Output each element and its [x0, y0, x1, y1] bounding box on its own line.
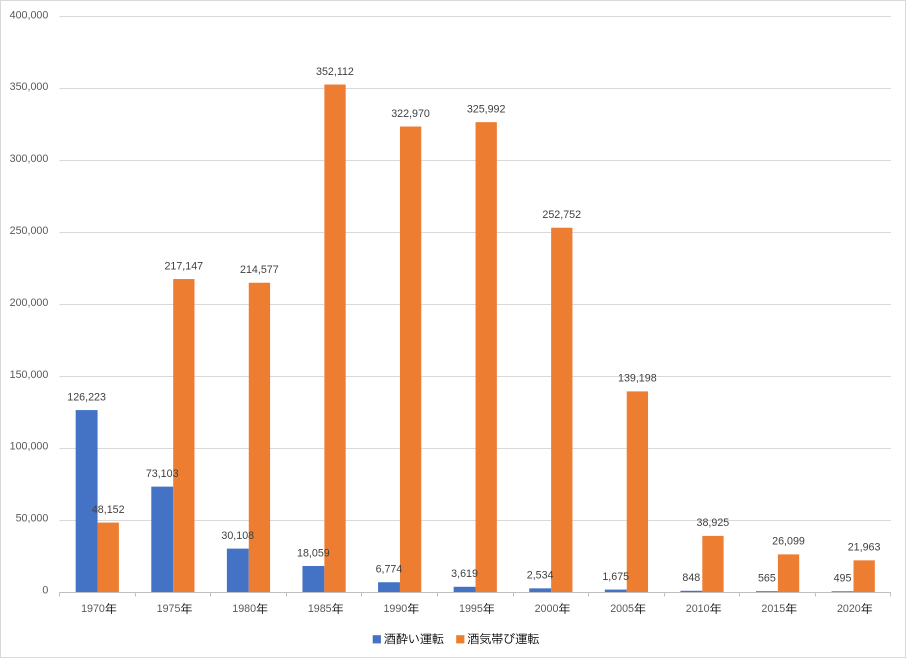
svg-text:350,000: 350,000 — [10, 81, 49, 93]
svg-text:6,774: 6,774 — [376, 564, 403, 576]
svg-text:848: 848 — [682, 572, 700, 584]
svg-text:1,675: 1,675 — [602, 571, 629, 583]
svg-text:150,000: 150,000 — [10, 369, 49, 381]
svg-text:2005: 2005 — [610, 603, 634, 615]
svg-text:2000: 2000 — [535, 603, 559, 615]
svg-text:200,000: 200,000 — [10, 297, 49, 309]
svg-text:126,223: 126,223 — [67, 391, 106, 403]
svg-text:1980: 1980 — [232, 603, 256, 615]
svg-text:30,108: 30,108 — [221, 530, 254, 542]
svg-text:1990: 1990 — [383, 603, 407, 615]
svg-text:3,619: 3,619 — [451, 568, 478, 580]
svg-text:50,000: 50,000 — [16, 513, 49, 525]
svg-text:322,970: 322,970 — [391, 108, 430, 120]
svg-text:352,112: 352,112 — [316, 66, 354, 78]
svg-text:139,198: 139,198 — [618, 373, 657, 385]
svg-text:400,000: 400,000 — [10, 9, 49, 21]
svg-text:252,752: 252,752 — [542, 209, 581, 221]
svg-text:250,000: 250,000 — [10, 225, 49, 237]
svg-text:2020: 2020 — [837, 603, 861, 615]
svg-text:100,000: 100,000 — [10, 441, 49, 453]
svg-text:1995: 1995 — [459, 603, 483, 615]
svg-text:1970: 1970 — [81, 603, 105, 615]
svg-text:325,992: 325,992 — [467, 103, 506, 115]
svg-text:73,103: 73,103 — [146, 468, 179, 480]
svg-text:0: 0 — [42, 585, 48, 597]
svg-text:48,152: 48,152 — [92, 504, 125, 516]
svg-text:18,059: 18,059 — [297, 547, 330, 559]
svg-text:217,147: 217,147 — [164, 260, 203, 272]
svg-text:565: 565 — [758, 572, 776, 584]
svg-text:1975: 1975 — [157, 603, 181, 615]
svg-text:26,099: 26,099 — [772, 536, 805, 548]
svg-text:495: 495 — [834, 573, 852, 585]
svg-text:38,925: 38,925 — [697, 517, 730, 529]
svg-text:2010: 2010 — [686, 603, 710, 615]
svg-text:300,000: 300,000 — [10, 153, 49, 165]
svg-text:1985: 1985 — [308, 603, 332, 615]
svg-text:2,534: 2,534 — [527, 570, 554, 582]
svg-text:2015: 2015 — [761, 603, 785, 615]
svg-text:214,577: 214,577 — [240, 264, 279, 276]
svg-text:21,963: 21,963 — [848, 542, 881, 554]
